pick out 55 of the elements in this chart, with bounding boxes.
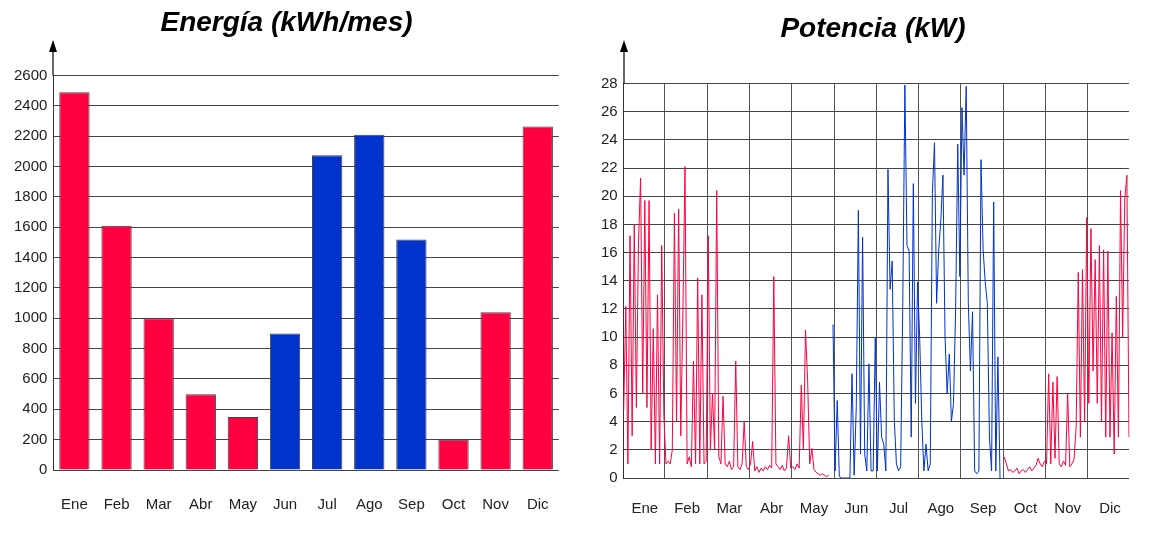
y-tick-label: 16 <box>601 242 618 260</box>
y-tick-label: 2600 <box>13 65 48 83</box>
y-tick-label: 1000 <box>13 308 48 326</box>
y-tick-label: 8 <box>609 355 618 373</box>
y-tick-label: 200 <box>22 429 48 447</box>
y-tick-label: 2 <box>609 439 618 457</box>
x-tick-label: Ago <box>355 495 383 513</box>
x-tick-label: Ene <box>631 499 659 517</box>
y-tick-label: 12 <box>601 299 618 317</box>
y-tick-label: 0 <box>609 468 618 486</box>
chart-title: Energía (kWh/mes) <box>160 5 413 37</box>
y-tick-label: 0 <box>39 460 48 478</box>
x-tick-label: Abr <box>760 499 784 517</box>
x-tick-label: May <box>799 499 829 517</box>
y-tick-label: 1200 <box>13 278 48 296</box>
x-tick-label: May <box>228 495 258 513</box>
x-tick-label: Ene <box>61 495 88 513</box>
chart-title: Potencia (kW) <box>780 11 966 43</box>
y-tick-label: 800 <box>22 338 48 356</box>
y-tick-label: 24 <box>601 130 618 148</box>
y-tick-label: 18 <box>601 214 618 232</box>
y-tick-label: 4 <box>609 411 618 429</box>
y-tick-label: 400 <box>22 399 48 417</box>
x-tick-label: Jun <box>844 499 869 517</box>
y-tick-label: 20 <box>601 186 618 204</box>
y-tick-label: 1600 <box>13 217 48 235</box>
y-tick-label: 10 <box>601 327 618 345</box>
y-tick-label: 2400 <box>13 96 48 114</box>
y-tick-label: 2000 <box>13 156 48 174</box>
x-tick-label: Mar <box>145 495 172 513</box>
x-tick-label: Dic <box>526 495 550 513</box>
y-tick-label: 600 <box>22 369 48 387</box>
y-tick-label: 14 <box>601 270 618 288</box>
x-tick-label: Abr <box>189 495 213 513</box>
x-tick-label: Nov <box>1054 499 1082 517</box>
y-tick-label: 28 <box>601 73 618 91</box>
y-tick-label: 22 <box>601 158 618 176</box>
y-tick-label: 26 <box>601 101 618 119</box>
x-tick-label: Feb <box>103 495 130 513</box>
x-tick-label: Sep <box>398 495 425 513</box>
x-tick-label: Nov <box>482 495 510 513</box>
x-tick-label: Jun <box>272 495 298 513</box>
x-tick-label: Ago <box>927 499 955 517</box>
x-tick-label: Dic <box>1099 499 1122 517</box>
x-tick-label: Oct <box>441 495 467 513</box>
x-tick-label: Sep <box>969 499 997 517</box>
y-tick-label: 6 <box>609 383 618 401</box>
y-tick-label: 1800 <box>13 187 48 205</box>
y-tick-label: 2200 <box>13 126 48 144</box>
x-tick-label: Jul <box>888 499 909 517</box>
x-tick-label: Oct <box>1013 499 1038 517</box>
x-tick-label: Feb <box>674 499 701 517</box>
x-tick-label: Mar <box>716 499 743 517</box>
x-tick-label: Jul <box>317 495 337 513</box>
y-tick-label: 1400 <box>13 247 48 265</box>
